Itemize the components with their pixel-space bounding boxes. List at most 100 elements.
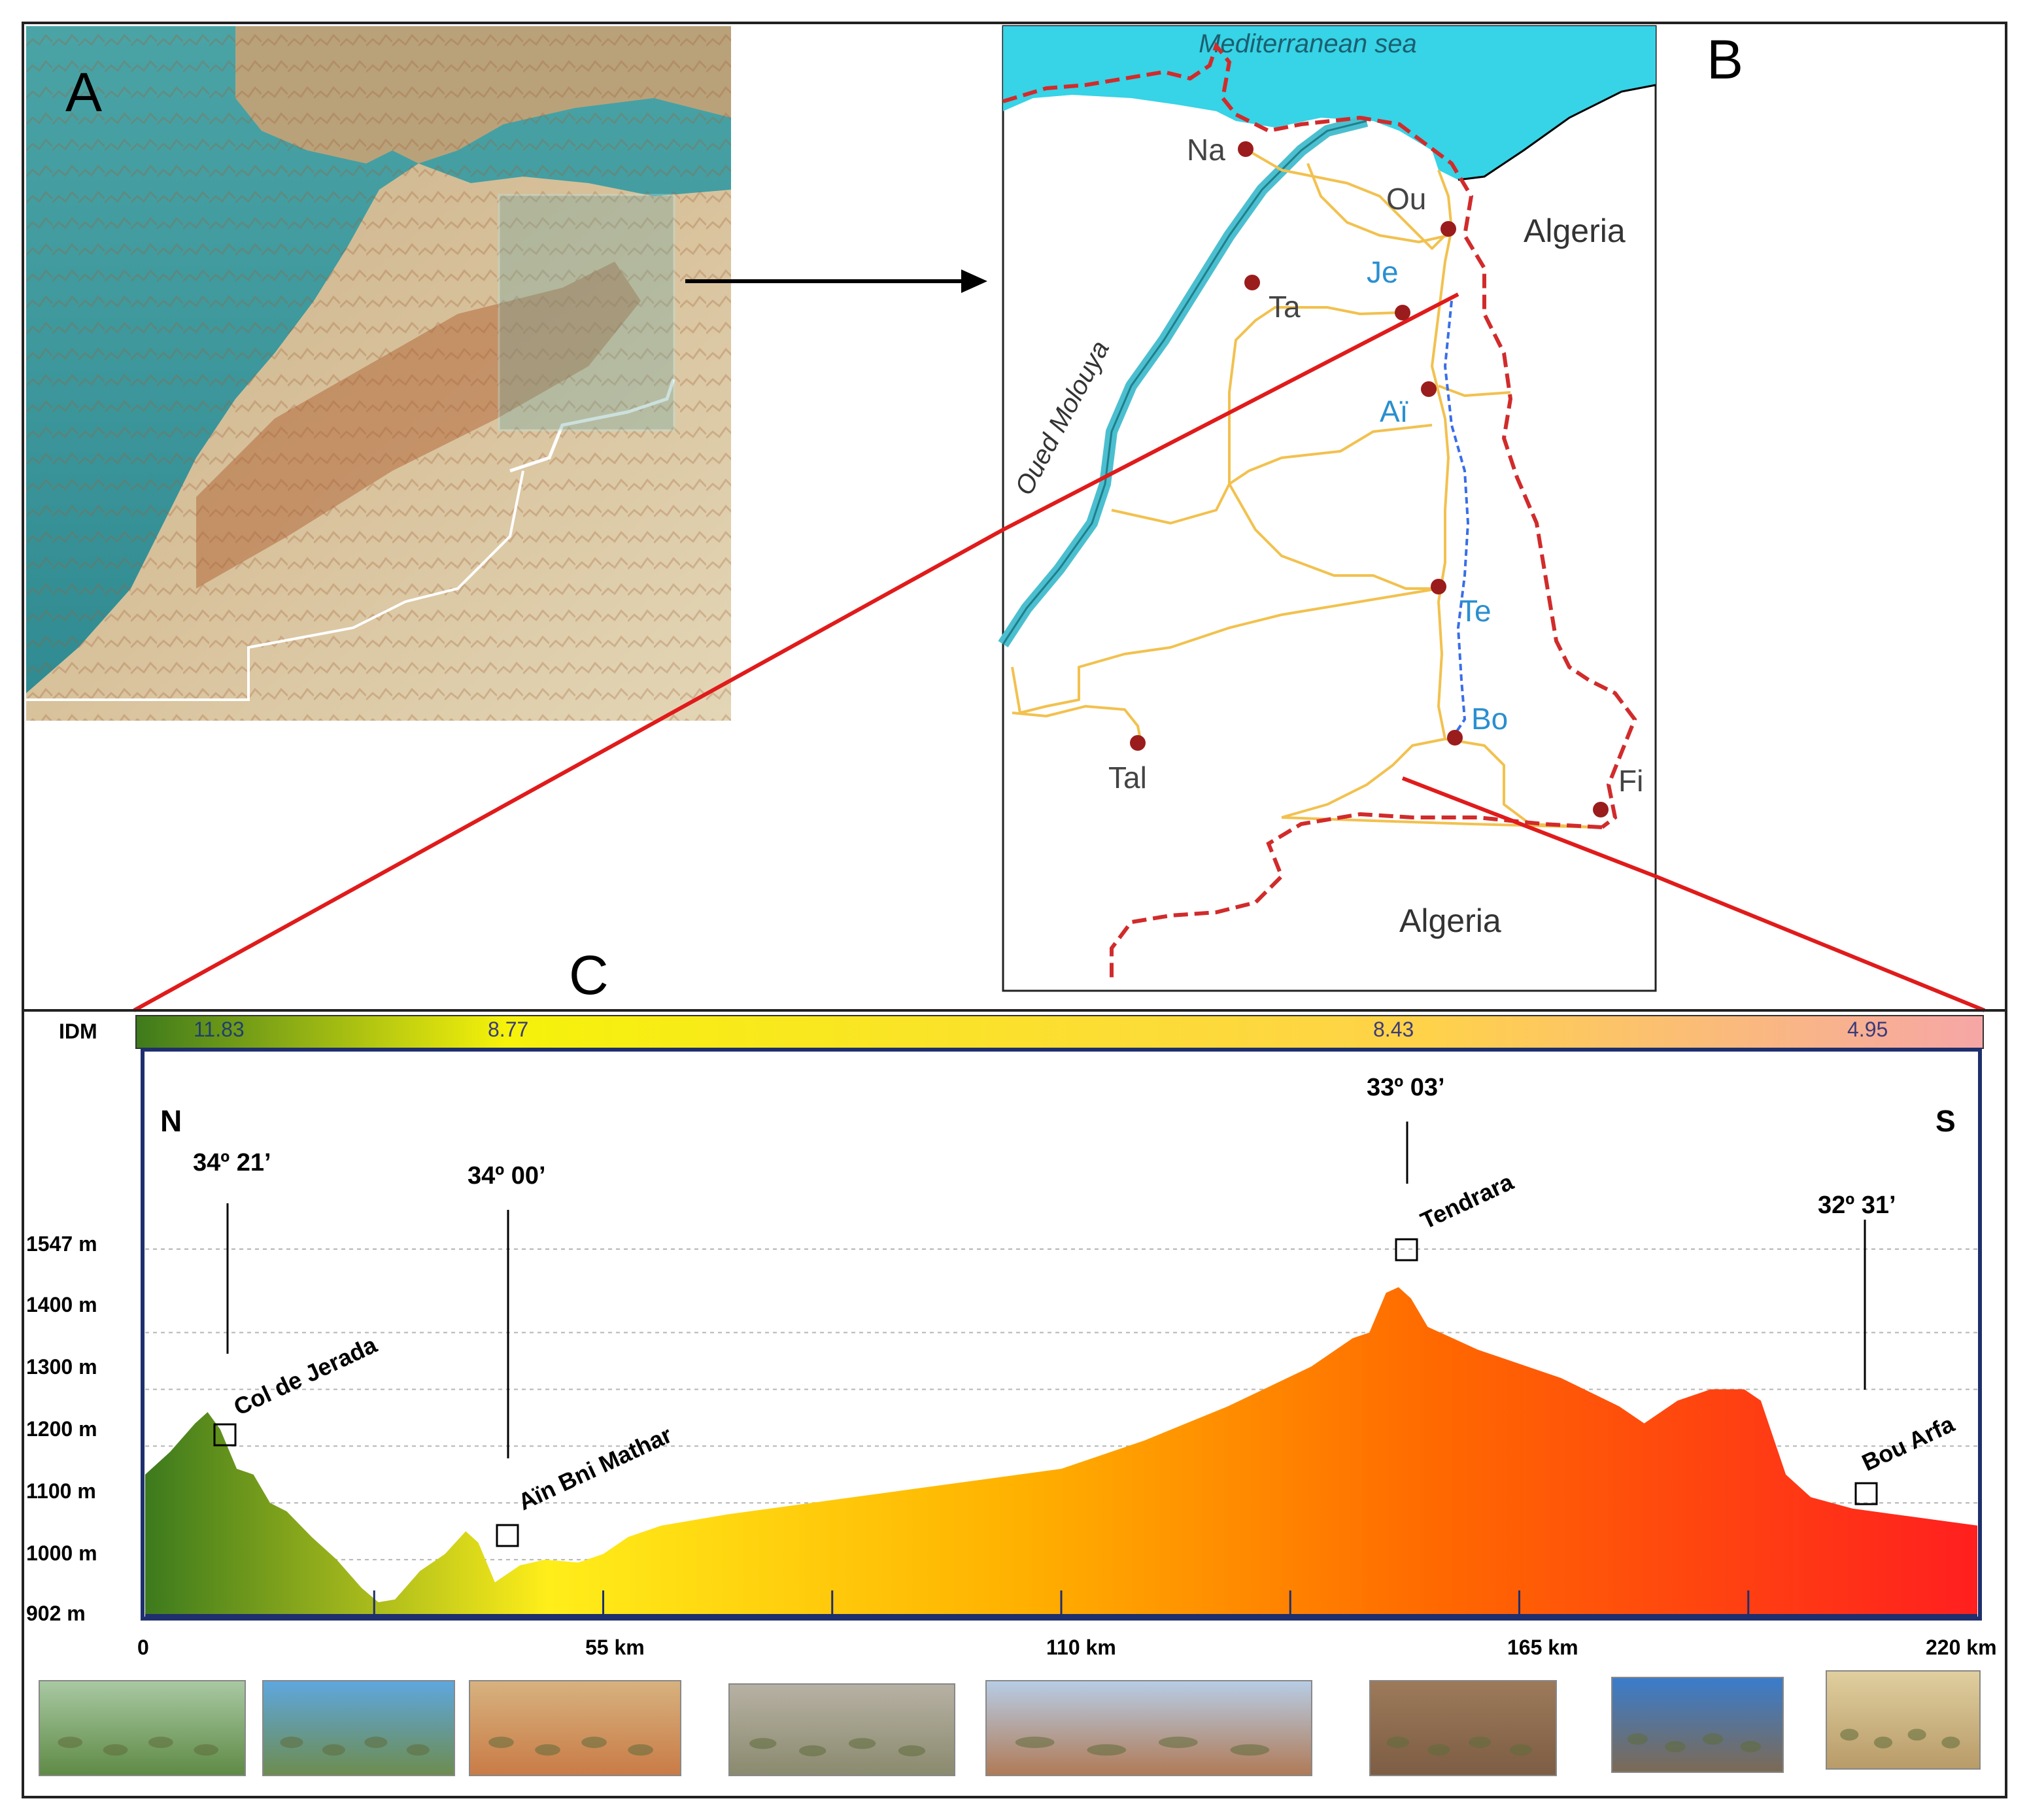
y-label-1300: 1300 m bbox=[26, 1355, 97, 1379]
shrub-shape bbox=[535, 1744, 560, 1756]
x-label-165: 165 km bbox=[1507, 1636, 1578, 1659]
idm-bar: IDM 11.83 8.77 8.43 4.95 bbox=[59, 1015, 1984, 1049]
south-label: S bbox=[1935, 1104, 1956, 1138]
shrub-shape bbox=[1840, 1728, 1859, 1741]
town-marker-ou bbox=[1441, 221, 1456, 237]
shrub-shape bbox=[194, 1744, 219, 1756]
town-label-bo: Bo bbox=[1471, 702, 1508, 736]
landscape-photos bbox=[39, 1670, 1981, 1776]
x-label-55: 55 km bbox=[585, 1636, 645, 1659]
shrub-shape bbox=[1158, 1736, 1198, 1748]
shrub-shape bbox=[1941, 1736, 1960, 1749]
sea-label: Mediterranean sea bbox=[1199, 29, 1417, 58]
idm-gradient bbox=[135, 1015, 1984, 1049]
study-area-box bbox=[498, 194, 675, 432]
idm-value-3: 8.43 bbox=[1373, 1018, 1414, 1041]
outer-frame bbox=[22, 22, 2007, 1798]
zoom-line-left bbox=[133, 528, 1004, 1012]
town-marker-bo bbox=[1447, 730, 1463, 746]
shrub-shape bbox=[1015, 1736, 1055, 1748]
country-label-algeria-2: Algeria bbox=[1399, 902, 1501, 939]
border-north bbox=[1002, 41, 1637, 829]
panel-c-label: C bbox=[569, 944, 609, 1006]
shrub-shape bbox=[148, 1736, 173, 1748]
towns: Na Ou Ta Je Aï Te Bo Tal Fi bbox=[1108, 133, 1643, 817]
shrub-shape bbox=[628, 1744, 654, 1756]
shrub-shape bbox=[749, 1738, 777, 1749]
coord-label-3: 33º 03’ bbox=[1367, 1074, 1445, 1101]
idm-value-4: 4.95 bbox=[1847, 1018, 1888, 1041]
shrub-shape bbox=[1427, 1744, 1450, 1756]
x-label-110: 110 km bbox=[1046, 1636, 1116, 1659]
shrub-shape bbox=[1873, 1736, 1893, 1749]
panel-b-label: B bbox=[1707, 29, 1743, 90]
shrub-shape bbox=[1665, 1741, 1686, 1753]
landscape-photo-5 bbox=[985, 1680, 1312, 1776]
y-label-1000: 1000 m bbox=[26, 1541, 97, 1565]
town-label-je: Je bbox=[1367, 255, 1399, 289]
y-label-1200: 1200 m bbox=[26, 1417, 97, 1441]
town-label-ai: Aï bbox=[1380, 394, 1408, 428]
shrub-shape bbox=[103, 1744, 128, 1756]
arrow-a-to-b bbox=[685, 269, 987, 293]
town-marker-ai bbox=[1421, 381, 1437, 397]
shrub-shape bbox=[898, 1745, 926, 1757]
panel-a-map: A bbox=[26, 26, 731, 721]
shrub-shape bbox=[488, 1736, 514, 1748]
border-line bbox=[509, 379, 675, 473]
sea bbox=[1003, 26, 1656, 180]
town-label-ta: Ta bbox=[1269, 290, 1301, 324]
landscape-photo-3 bbox=[469, 1680, 681, 1776]
idm-label: IDM bbox=[59, 1020, 97, 1043]
shrub-shape bbox=[1740, 1741, 1761, 1753]
town-marker-fi bbox=[1593, 802, 1609, 817]
elevation-area bbox=[145, 1287, 1977, 1615]
shrub-shape bbox=[1509, 1744, 1532, 1756]
y-label-1547: 1547 m bbox=[26, 1232, 97, 1256]
shrub-shape bbox=[798, 1745, 827, 1757]
shrub-shape bbox=[848, 1738, 876, 1749]
x-axis-labels: 0 55 km 110 km 165 km 220 km bbox=[137, 1636, 1997, 1659]
north-label: N bbox=[160, 1104, 182, 1138]
landscape-photo-7 bbox=[1611, 1677, 1784, 1773]
elevation-profile-chart bbox=[145, 1248, 1977, 1617]
coord-label-4: 32º 31’ bbox=[1818, 1192, 1896, 1219]
shrub-shape bbox=[1702, 1733, 1724, 1745]
shrub-shape bbox=[581, 1736, 607, 1748]
town-label-fi: Fi bbox=[1618, 764, 1643, 798]
town-label-ou: Ou bbox=[1386, 182, 1426, 216]
shrub-shape bbox=[1386, 1736, 1409, 1748]
landscape-photo-4 bbox=[728, 1683, 955, 1776]
shrub-shape bbox=[364, 1736, 388, 1748]
shrub-shape bbox=[1907, 1728, 1926, 1741]
shrub-shape bbox=[1627, 1733, 1648, 1745]
shrub-shape bbox=[1230, 1744, 1270, 1756]
shrub-shape bbox=[406, 1744, 430, 1756]
landscape-photo-1 bbox=[39, 1680, 246, 1776]
rail-line bbox=[1443, 300, 1470, 740]
y-label-902: 902 m bbox=[26, 1602, 86, 1625]
panel-b-frame bbox=[1002, 25, 1657, 992]
panel-a-label: A bbox=[65, 61, 102, 123]
town-label-tal: Tal bbox=[1108, 761, 1147, 795]
shrub-shape bbox=[322, 1744, 345, 1756]
transect-line-b bbox=[1002, 292, 1459, 532]
country-label-algeria-1: Algeria bbox=[1524, 213, 1626, 249]
town-marker-te bbox=[1431, 579, 1446, 594]
x-label-220: 220 km bbox=[1926, 1636, 1997, 1659]
zoom-line-right bbox=[1654, 874, 1986, 1012]
shrub-shape bbox=[58, 1736, 83, 1748]
place-marker-3 bbox=[1395, 1238, 1418, 1262]
shrub-shape bbox=[1469, 1736, 1492, 1748]
border-south bbox=[1110, 812, 1603, 981]
town-marker-tal bbox=[1130, 735, 1146, 751]
idm-value-2: 8.77 bbox=[488, 1018, 528, 1041]
y-label-1100: 1100 m bbox=[26, 1479, 96, 1503]
town-marker-je bbox=[1395, 305, 1410, 320]
shrub-shape bbox=[280, 1736, 303, 1748]
landscape-photo-2 bbox=[262, 1680, 455, 1776]
town-marker-na bbox=[1238, 141, 1253, 157]
place-marker-4 bbox=[1854, 1482, 1878, 1505]
town-label-na: Na bbox=[1187, 133, 1225, 167]
